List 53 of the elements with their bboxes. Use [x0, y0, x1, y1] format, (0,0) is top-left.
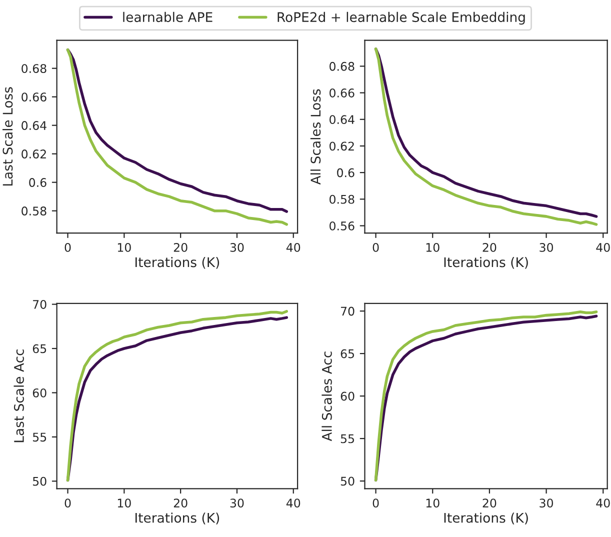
x-tick-label: 40: [596, 498, 610, 508]
legend-label: RoPE2d + learnable Scale Embedding: [278, 12, 525, 25]
x-axis-title: Iterations (K): [444, 512, 528, 524]
y-axis-title: Last Scale Loss: [2, 87, 13, 186]
y-tick-label: 0.68: [22, 64, 46, 73]
x-axis-title: Iterations (K): [135, 512, 220, 524]
x-tick-label: 10: [426, 498, 440, 508]
x-axis-title: Iterations (K): [444, 256, 528, 269]
y-tick-label: 0.64: [22, 121, 46, 130]
x-tick-label: 40: [286, 498, 300, 508]
x-tick-label: 40: [286, 242, 300, 252]
y-tick-label: 0.58: [22, 206, 46, 216]
y-tick-label: 65: [32, 344, 46, 354]
y-tick-label: 0.6: [29, 178, 46, 187]
x-tick-label: 0: [372, 498, 379, 508]
x-tick-label: 30: [230, 242, 244, 252]
y-tick-label: 0.68: [330, 62, 354, 71]
y-tick-label: 0.62: [22, 150, 46, 158]
x-tick-label: 20: [482, 242, 496, 252]
y-tick-label: 65: [340, 349, 354, 358]
y-tick-label: 55: [340, 434, 354, 444]
x-tick-label: 0: [64, 242, 71, 252]
legend-label: learnable APE: [123, 12, 212, 22]
x-tick-label: 30: [230, 498, 244, 508]
y-axis-title: All Scales Acc: [322, 352, 332, 442]
x-tick-label: 10: [118, 498, 131, 508]
x-tick-label: 0: [372, 242, 379, 252]
x-tick-label: 0: [64, 498, 71, 508]
x-axis-title: Iterations (K): [135, 256, 220, 269]
x-tick-label: 20: [174, 242, 188, 252]
x-tick-label: 10: [426, 242, 440, 252]
y-tick-label: 0.66: [330, 88, 354, 98]
y-tick-label: 60: [32, 388, 46, 398]
x-tick-label: 40: [596, 242, 610, 252]
y-tick-label: 70: [340, 306, 354, 316]
y-axis-title: All Scales Loss: [310, 89, 321, 185]
x-tick-label: 30: [540, 242, 554, 252]
y-tick-label: 55: [32, 432, 46, 442]
x-tick-label: 20: [174, 498, 188, 508]
y-tick-label: 70: [33, 300, 46, 309]
y-tick-label: 0.6: [337, 168, 354, 178]
y-tick-label: 60: [340, 392, 354, 401]
y-tick-label: 50: [32, 476, 46, 486]
y-tick-label: 0.62: [330, 142, 354, 151]
y-tick-label: 0.56: [330, 221, 354, 230]
x-tick-label: 30: [540, 498, 554, 508]
y-axis-title: Last Scale Acc: [14, 350, 24, 442]
y-tick-label: 0.58: [330, 194, 354, 204]
x-tick-label: 10: [118, 242, 131, 252]
y-tick-label: 0.64: [330, 115, 354, 124]
x-tick-label: 20: [482, 498, 496, 508]
y-tick-label: 50: [340, 476, 354, 486]
y-tick-label: 0.66: [22, 92, 46, 102]
